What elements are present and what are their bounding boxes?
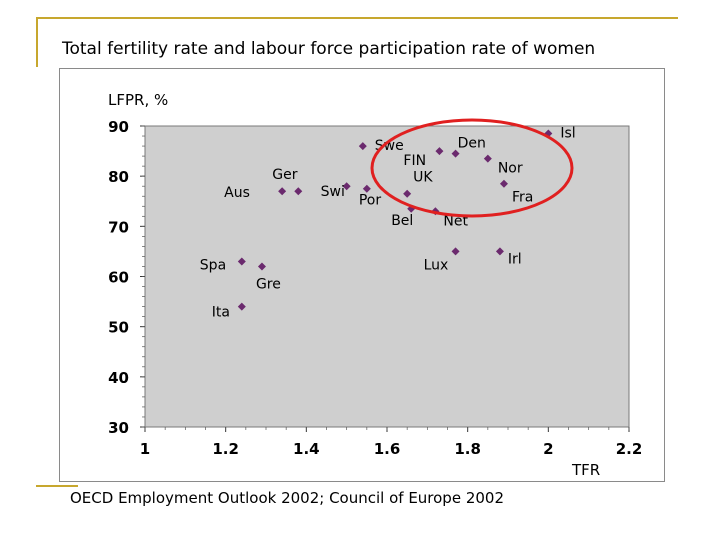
y-tick-label: 70 xyxy=(108,218,129,236)
data-point-fra xyxy=(499,179,508,188)
data-point-aus xyxy=(278,187,287,196)
data-point-nor xyxy=(483,154,492,163)
data-point-irl xyxy=(495,247,504,256)
point-label-fin: FIN xyxy=(403,153,426,169)
chart-frame: 90 80 70 60 50 40 30 1 1.2 1.4 1.6 1.8 2 2.2 LFPR, % TF… xyxy=(59,68,665,482)
x-tick-label: 2 xyxy=(543,440,553,458)
slide-title: Total fertility rate and labour force pa… xyxy=(62,39,596,59)
data-point-uk xyxy=(403,189,412,198)
point-label-isl: Isl xyxy=(560,126,575,142)
point-label-spa: Spa xyxy=(200,257,226,273)
accent-line-top xyxy=(36,17,678,19)
data-point-fin xyxy=(435,147,444,156)
y-tick-label: 40 xyxy=(108,369,129,387)
y-tick-label: 80 xyxy=(108,168,129,186)
point-label-swe: Swe xyxy=(375,138,404,154)
data-point-ita xyxy=(237,302,246,311)
y-tick-label: 30 xyxy=(108,419,129,437)
point-label-fra: Fra xyxy=(512,190,533,206)
y-tick-label: 50 xyxy=(108,319,129,337)
scatter-chart: 90 80 70 60 50 40 30 1 1.2 1.4 1.6 1.8 2 2.2 LFPR, % TF… xyxy=(108,91,643,479)
data-point-den xyxy=(451,149,460,158)
data-point-lux xyxy=(451,247,460,256)
data-point-spa xyxy=(237,257,246,266)
data-point-por xyxy=(362,184,371,193)
accent-line-bottom xyxy=(36,485,78,487)
data-point-ger xyxy=(294,187,303,196)
point-label-bel: Bel xyxy=(391,213,413,229)
point-label-den: Den xyxy=(458,136,486,152)
x-tick-label: 1 xyxy=(140,440,150,458)
data-point-gre xyxy=(257,262,266,271)
point-label-nor: Nor xyxy=(498,161,523,177)
x-tick-label: 1.4 xyxy=(293,440,320,458)
data-point-swe xyxy=(358,142,367,151)
x-tick-label: 2.2 xyxy=(616,440,643,458)
point-label-irl: Irl xyxy=(508,251,522,267)
y-tick-label: 60 xyxy=(108,269,129,287)
point-label-lux: Lux xyxy=(424,257,449,273)
accent-line-left xyxy=(36,17,38,67)
point-label-swi: Swi xyxy=(321,184,345,200)
x-axis-title: TFR xyxy=(571,461,600,479)
source-note: OECD Employment Outlook 2002; Council of… xyxy=(70,489,505,507)
x-tick-label: 1.2 xyxy=(212,440,239,458)
point-label-uk: UK xyxy=(413,170,433,186)
point-label-ita: Ita xyxy=(212,305,230,321)
point-label-por: Por xyxy=(359,193,382,209)
y-axis-title: LFPR, % xyxy=(108,91,168,109)
data-point-swi xyxy=(342,182,351,191)
x-tick-label: 1.8 xyxy=(454,440,481,458)
point-label-ger: Ger xyxy=(272,167,297,183)
point-label-gre: Gre xyxy=(256,276,281,292)
y-tick-label: 90 xyxy=(108,118,129,136)
x-tick-label: 1.6 xyxy=(374,440,401,458)
highlight-ellipse xyxy=(370,118,574,218)
point-label-aus: Aus xyxy=(224,185,250,201)
plot-area xyxy=(144,125,630,428)
